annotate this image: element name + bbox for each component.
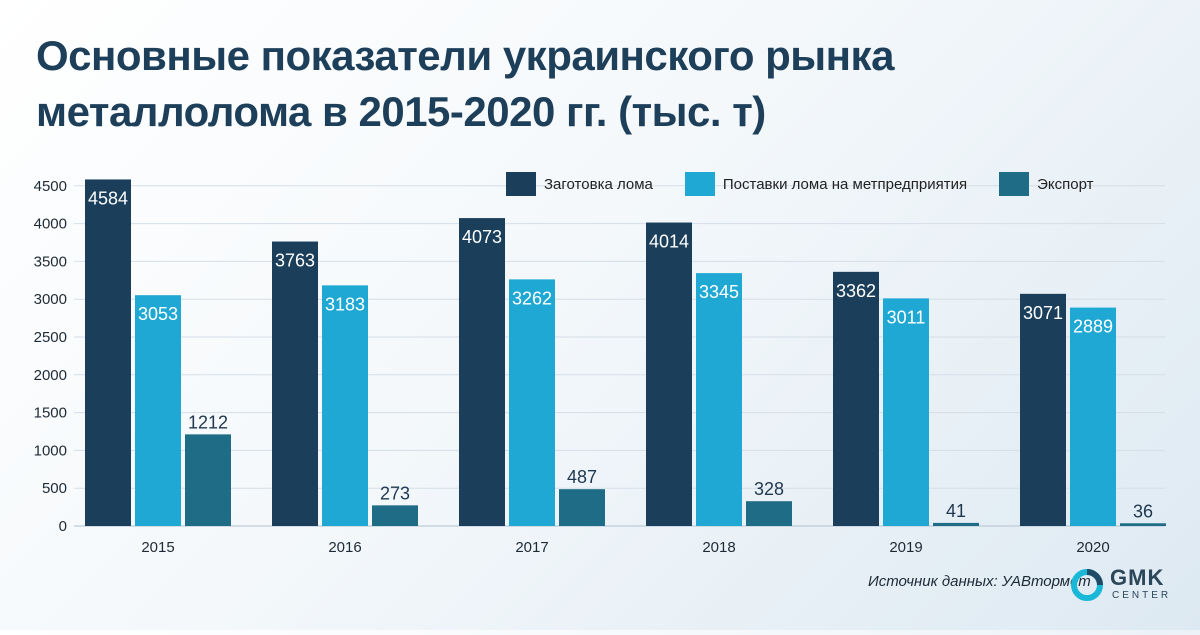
- legend: Заготовка лома Поставки лома на метпредп…: [506, 172, 1093, 196]
- gmk-logo: GMK CENTER: [1070, 566, 1180, 610]
- legend-item-postavki: Поставки лома на метпредприятия: [684, 172, 968, 196]
- legend-item-eksport: Экспорт: [999, 172, 1093, 196]
- bar-0-2020: [1020, 293, 1066, 526]
- bar-0-2017: [459, 218, 505, 526]
- bar-label-0-2015: 4584: [88, 188, 128, 208]
- gmk-logo-icon: [1071, 569, 1103, 601]
- bar-label-0-2018: 4014: [649, 232, 689, 252]
- legend-label-eksport: Экспорт: [1037, 175, 1094, 193]
- bar-label-0-2016: 3763: [275, 251, 315, 271]
- y-tick-4000: 4000: [34, 216, 67, 233]
- bar-label-2-2017: 487: [567, 467, 597, 487]
- bar-2-2015: [185, 434, 231, 526]
- gmk-logo-subtext: CENTER: [1112, 590, 1172, 601]
- bar-0-2016: [272, 241, 318, 526]
- legend-swatch-zagotovka: [506, 172, 536, 196]
- legend-label-zagotovka: Заготовка лома: [544, 175, 653, 193]
- bar-0-2015: [85, 179, 131, 527]
- bar-label-1-2019: 3011: [887, 307, 926, 327]
- legend-swatch-eksport: [999, 172, 1030, 196]
- x-tick-2015: 2015: [141, 539, 174, 556]
- bar-2-2019: [933, 522, 979, 526]
- bar-1-2020: [1070, 307, 1116, 526]
- chart-title: Основные показатели украинского рынка ме…: [36, 28, 936, 140]
- gmk-logo-arc: [1086, 569, 1103, 586]
- y-tick-2000: 2000: [34, 367, 67, 384]
- y-tick-3000: 3000: [34, 291, 67, 308]
- bar-2-2020: [1120, 523, 1166, 526]
- bar-2-2017: [559, 489, 605, 526]
- bar-label-1-2016: 3183: [325, 294, 365, 314]
- y-tick-4500: 4500: [34, 178, 67, 195]
- x-tick-2019: 2019: [889, 539, 922, 556]
- bar-0-2019: [833, 271, 879, 526]
- bar-label-1-2020: 2889: [1073, 317, 1113, 337]
- y-tick-500: 500: [42, 480, 67, 497]
- bar-label-1-2015: 3053: [138, 304, 178, 324]
- legend-swatch-postavki: [684, 172, 715, 196]
- bar-label-1-2018: 3345: [699, 282, 739, 302]
- x-tick-2020: 2020: [1076, 539, 1109, 556]
- chart-title-line-2: металлолома в 2015-2020 гг. (тыс. т): [36, 88, 766, 135]
- bar-label-2-2016: 273: [380, 483, 410, 503]
- y-tick-3500: 3500: [34, 253, 67, 270]
- bar-label-2-2019: 41: [946, 501, 966, 521]
- legend-item-zagotovka: Заготовка лома: [506, 172, 653, 196]
- bar-0-2018: [646, 222, 692, 526]
- bar-label-0-2020: 3071: [1023, 303, 1063, 323]
- y-tick-0: 0: [59, 518, 67, 535]
- gmk-logo-text: GMK: [1110, 565, 1165, 590]
- x-tick-2018: 2018: [702, 539, 735, 556]
- bar-label-1-2017: 3262: [512, 288, 552, 308]
- bar-1-2016: [322, 285, 368, 526]
- bar-1-2017: [509, 279, 555, 526]
- y-tick-1500: 1500: [34, 405, 67, 422]
- bar-1-2015: [135, 295, 181, 526]
- bar-1-2019: [883, 298, 929, 526]
- bar-label-0-2019: 3362: [836, 281, 876, 301]
- bar-label-0-2017: 4073: [462, 227, 502, 247]
- x-tick-2017: 2017: [515, 539, 548, 556]
- legend-label-postavki: Поставки лома на метпредприятия: [722, 175, 968, 193]
- bar-2-2018: [746, 501, 792, 526]
- chart-title-line-1: Основные показатели украинского рынка: [36, 32, 894, 79]
- bar-label-2-2020: 36: [1133, 501, 1153, 521]
- source-note: Источник данных: УАВтормет: [868, 573, 1091, 590]
- y-tick-1000: 1000: [34, 442, 67, 459]
- x-tick-2016: 2016: [328, 539, 361, 556]
- bar-label-2-2015: 1212: [188, 412, 228, 432]
- y-tick-2500: 2500: [34, 329, 67, 346]
- bar-2-2016: [372, 505, 418, 526]
- bar-label-2-2018: 328: [754, 479, 784, 499]
- bar-1-2018: [696, 273, 742, 526]
